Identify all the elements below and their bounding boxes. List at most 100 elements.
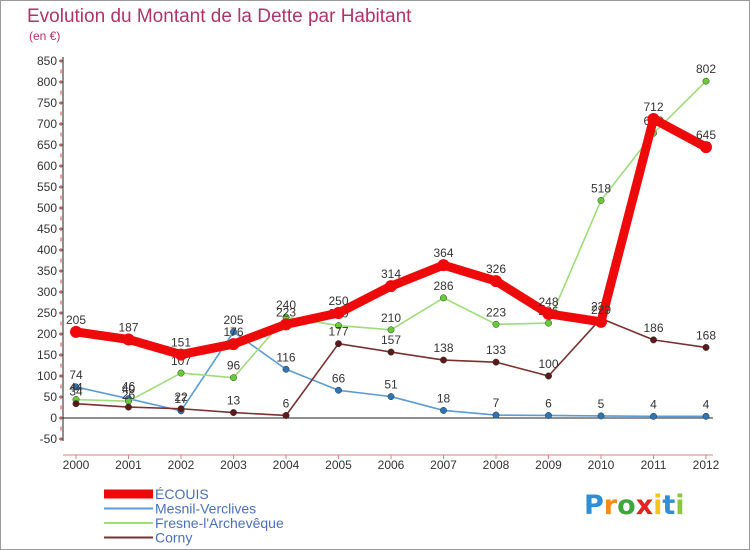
- x-tick-label: 2000: [63, 458, 90, 472]
- logo-letter: P: [584, 490, 604, 521]
- data-point: [177, 369, 185, 377]
- data-point: [702, 343, 710, 351]
- x-tick-label: 2009: [535, 458, 562, 472]
- data-label: 40: [122, 382, 136, 396]
- data-label: 157: [381, 333, 401, 347]
- data-label: 44: [69, 381, 83, 395]
- logo-letter: i: [653, 490, 663, 521]
- y-tick-label: 0: [50, 411, 57, 425]
- data-point: [440, 294, 447, 302]
- data-point: [177, 405, 185, 413]
- y-tick-label: 50: [44, 390, 58, 404]
- data-point: [542, 307, 555, 320]
- data-label: 13: [227, 394, 241, 408]
- data-point: [335, 386, 342, 394]
- chart-title: Evolution du Montant de la Dette par Hab…: [27, 6, 412, 27]
- data-label: 4: [650, 397, 657, 411]
- data-label: 96: [227, 359, 241, 373]
- data-label: 229: [591, 303, 611, 317]
- data-point: [440, 406, 447, 414]
- data-label: 186: [643, 321, 663, 335]
- data-point: [282, 412, 290, 419]
- data-point: [650, 412, 657, 420]
- data-label: 66: [332, 371, 346, 385]
- legend-label: Corny: [155, 530, 192, 546]
- data-label: 46: [122, 380, 136, 394]
- data-point: [437, 259, 450, 272]
- data-point: [545, 412, 552, 419]
- y-tick-label: 500: [37, 201, 57, 215]
- y-tick-label: 850: [37, 54, 57, 68]
- data-label: 26: [122, 388, 136, 402]
- legend-label: Fresne-l'Archevêque: [155, 515, 284, 531]
- data-point: [702, 77, 710, 85]
- data-label: 205: [223, 313, 243, 327]
- x-tick-label: 2007: [430, 458, 457, 472]
- data-label: 177: [328, 325, 348, 339]
- x-tick-label: 2002: [168, 458, 195, 472]
- y-tick-label: 150: [37, 348, 57, 362]
- y-tick-label: 350: [37, 264, 57, 278]
- data-label: 7: [493, 396, 500, 410]
- x-tick-label: 2010: [588, 458, 615, 472]
- data-label: 51: [384, 378, 398, 392]
- data-label: 802: [696, 62, 716, 76]
- data-label: 17: [174, 392, 188, 406]
- x-tick-label: 2011: [641, 458, 667, 472]
- data-point: [282, 365, 290, 373]
- data-point: [700, 141, 712, 154]
- data-label: 205: [66, 313, 86, 327]
- data-point: [702, 412, 710, 420]
- data-label: 74: [69, 368, 83, 382]
- y-tick-label: 300: [37, 285, 57, 299]
- data-label: 116: [276, 350, 295, 364]
- x-tick-label: 2012: [693, 458, 720, 472]
- data-point: [545, 372, 552, 380]
- logo-letter: t: [662, 490, 676, 521]
- data-point: [230, 374, 237, 382]
- data-point: [125, 403, 132, 411]
- data-point: [650, 336, 657, 344]
- proxiti-logo: Proxiti: [584, 490, 685, 521]
- x-tick-label: 2001: [115, 458, 142, 472]
- data-label: 364: [433, 246, 453, 260]
- data-label: 314: [381, 267, 401, 281]
- y-tick-label: -50: [40, 432, 58, 446]
- data-point: [280, 318, 292, 331]
- data-label: 645: [696, 128, 716, 142]
- data-label: 4: [703, 397, 710, 411]
- data-point: [72, 400, 80, 408]
- data-point: [492, 411, 500, 419]
- y-tick-label: 800: [37, 75, 57, 89]
- y-tick-label: 100: [37, 369, 57, 383]
- data-point: [490, 275, 502, 288]
- data-label: 248: [538, 295, 558, 309]
- data-point: [227, 338, 240, 351]
- data-point: [545, 319, 552, 327]
- x-tick-label: 2004: [273, 458, 300, 472]
- data-label: 138: [433, 341, 453, 355]
- data-label: 223: [486, 305, 506, 319]
- data-point: [385, 280, 397, 293]
- data-point: [387, 348, 395, 356]
- data-label: 712: [643, 100, 663, 114]
- data-label: 176: [223, 325, 243, 339]
- data-label: 210: [381, 311, 401, 325]
- logo-letter: i: [675, 490, 685, 521]
- data-point: [335, 322, 342, 330]
- data-label: 151: [171, 336, 191, 350]
- logo-letter: r: [603, 490, 618, 521]
- chart-unit: (en €): [29, 29, 61, 43]
- logo-letter: x: [635, 490, 654, 521]
- y-tick-label: 400: [37, 243, 57, 257]
- legend-label: ÉCOUIS: [155, 486, 209, 502]
- data-point: [175, 348, 187, 361]
- x-tick-label: 2008: [483, 458, 510, 472]
- data-point: [595, 315, 607, 328]
- data-point: [70, 325, 82, 338]
- data-point: [647, 112, 660, 125]
- y-tick-label: 600: [37, 159, 57, 173]
- data-label: 18: [437, 391, 451, 405]
- data-point: [440, 356, 447, 364]
